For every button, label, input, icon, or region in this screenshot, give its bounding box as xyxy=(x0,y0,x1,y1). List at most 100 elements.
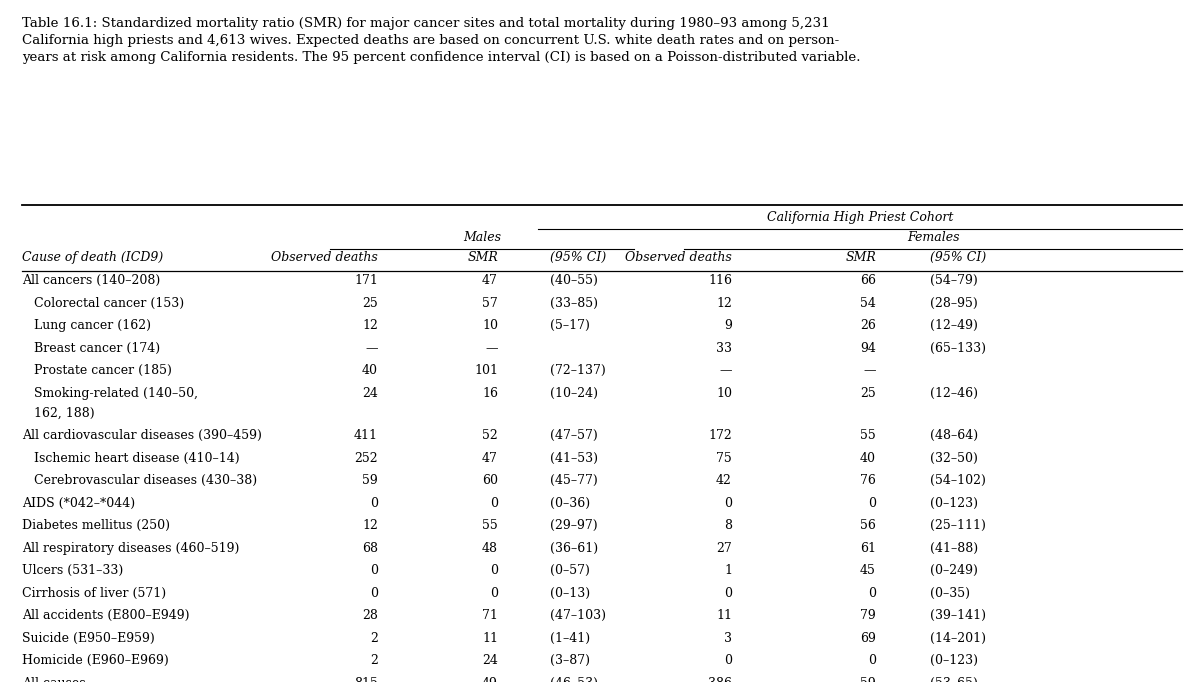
Text: (95% CI): (95% CI) xyxy=(930,251,986,264)
Text: 49: 49 xyxy=(482,677,498,682)
Text: (41–88): (41–88) xyxy=(930,542,978,554)
Text: (14–201): (14–201) xyxy=(930,632,986,644)
Text: 0: 0 xyxy=(490,496,498,509)
Text: (28–95): (28–95) xyxy=(930,297,978,310)
Text: (41–53): (41–53) xyxy=(550,451,598,464)
Text: 60: 60 xyxy=(482,474,498,487)
Text: (0–36): (0–36) xyxy=(550,496,589,509)
Text: 0: 0 xyxy=(370,587,378,599)
Text: 57: 57 xyxy=(482,297,498,310)
Text: (65–133): (65–133) xyxy=(930,342,986,355)
Text: (47–103): (47–103) xyxy=(550,609,606,622)
Text: Breast cancer (174): Breast cancer (174) xyxy=(22,342,160,355)
Text: Colorectal cancer (153): Colorectal cancer (153) xyxy=(22,297,184,310)
Text: SMR: SMR xyxy=(467,251,498,264)
Text: 386: 386 xyxy=(708,677,732,682)
Text: (3–87): (3–87) xyxy=(550,654,589,667)
Text: (95% CI): (95% CI) xyxy=(550,251,606,264)
Text: Ischemic heart disease (410–14): Ischemic heart disease (410–14) xyxy=(22,451,239,464)
Text: 0: 0 xyxy=(724,654,732,667)
Text: 3: 3 xyxy=(724,632,732,644)
Text: Ulcers (531–33): Ulcers (531–33) xyxy=(22,564,122,577)
Text: 76: 76 xyxy=(860,474,876,487)
Text: 25: 25 xyxy=(362,297,378,310)
Text: 0: 0 xyxy=(490,587,498,599)
Text: (46–53): (46–53) xyxy=(550,677,598,682)
Text: 48: 48 xyxy=(482,542,498,554)
Text: 252: 252 xyxy=(354,451,378,464)
Text: (0–57): (0–57) xyxy=(550,564,589,577)
Text: Prostate cancer (185): Prostate cancer (185) xyxy=(22,364,172,377)
Text: 0: 0 xyxy=(490,564,498,577)
Text: 75: 75 xyxy=(716,451,732,464)
Text: (36–61): (36–61) xyxy=(550,542,598,554)
Text: Cirrhosis of liver (571): Cirrhosis of liver (571) xyxy=(22,587,166,599)
Text: (5–17): (5–17) xyxy=(550,319,589,332)
Text: 27: 27 xyxy=(716,542,732,554)
Text: All respiratory diseases (460–519): All respiratory diseases (460–519) xyxy=(22,542,239,554)
Text: 0: 0 xyxy=(868,587,876,599)
Text: 101: 101 xyxy=(474,364,498,377)
Text: 25: 25 xyxy=(860,387,876,400)
Text: 10: 10 xyxy=(716,387,732,400)
Text: 411: 411 xyxy=(354,429,378,442)
Text: 1: 1 xyxy=(724,564,732,577)
Text: (39–141): (39–141) xyxy=(930,609,986,622)
Text: (54–102): (54–102) xyxy=(930,474,986,487)
Text: 52: 52 xyxy=(482,429,498,442)
Text: Homicide (E960–E969): Homicide (E960–E969) xyxy=(22,654,168,667)
Text: (72–137): (72–137) xyxy=(550,364,605,377)
Text: 0: 0 xyxy=(868,654,876,667)
Text: 54: 54 xyxy=(860,297,876,310)
Text: 68: 68 xyxy=(362,542,378,554)
Text: Cause of death (ICD9): Cause of death (ICD9) xyxy=(22,251,163,264)
Text: (0–123): (0–123) xyxy=(930,496,978,509)
Text: 12: 12 xyxy=(362,319,378,332)
Text: —: — xyxy=(486,342,498,355)
Text: 2: 2 xyxy=(370,632,378,644)
Text: 11: 11 xyxy=(482,632,498,644)
Text: Lung cancer (162): Lung cancer (162) xyxy=(22,319,151,332)
Text: (12–49): (12–49) xyxy=(930,319,978,332)
Text: (10–24): (10–24) xyxy=(550,387,598,400)
Text: 2: 2 xyxy=(370,654,378,667)
Text: 61: 61 xyxy=(860,542,876,554)
Text: 8: 8 xyxy=(724,519,732,532)
Text: 0: 0 xyxy=(370,564,378,577)
Text: (0–13): (0–13) xyxy=(550,587,589,599)
Text: 171: 171 xyxy=(354,274,378,287)
Text: (1–41): (1–41) xyxy=(550,632,589,644)
Text: (0–35): (0–35) xyxy=(930,587,970,599)
Text: 71: 71 xyxy=(482,609,498,622)
Text: (33–85): (33–85) xyxy=(550,297,598,310)
Text: 47: 47 xyxy=(482,274,498,287)
Text: 55: 55 xyxy=(482,519,498,532)
Text: All causes: All causes xyxy=(22,677,85,682)
Text: 12: 12 xyxy=(362,519,378,532)
Text: (54–79): (54–79) xyxy=(930,274,978,287)
Text: (40–55): (40–55) xyxy=(550,274,598,287)
Text: 815: 815 xyxy=(354,677,378,682)
Text: 45: 45 xyxy=(860,564,876,577)
Text: Observed deaths: Observed deaths xyxy=(271,251,378,264)
Text: All cancers (140–208): All cancers (140–208) xyxy=(22,274,160,287)
Text: Diabetes mellitus (250): Diabetes mellitus (250) xyxy=(22,519,169,532)
Text: 162, 188): 162, 188) xyxy=(22,406,95,419)
Text: 12: 12 xyxy=(716,297,732,310)
Text: 42: 42 xyxy=(716,474,732,487)
Text: 94: 94 xyxy=(860,342,876,355)
Text: 9: 9 xyxy=(724,319,732,332)
Text: 33: 33 xyxy=(716,342,732,355)
Text: 59: 59 xyxy=(362,474,378,487)
Text: All cardiovascular diseases (390–459): All cardiovascular diseases (390–459) xyxy=(22,429,262,442)
Text: 24: 24 xyxy=(482,654,498,667)
Text: (45–77): (45–77) xyxy=(550,474,598,487)
Text: 0: 0 xyxy=(868,496,876,509)
Text: (0–249): (0–249) xyxy=(930,564,978,577)
Text: (0–123): (0–123) xyxy=(930,654,978,667)
Text: Suicide (E950–E959): Suicide (E950–E959) xyxy=(22,632,155,644)
Text: 16: 16 xyxy=(482,387,498,400)
Text: (47–57): (47–57) xyxy=(550,429,598,442)
Text: 10: 10 xyxy=(482,319,498,332)
Text: 47: 47 xyxy=(482,451,498,464)
